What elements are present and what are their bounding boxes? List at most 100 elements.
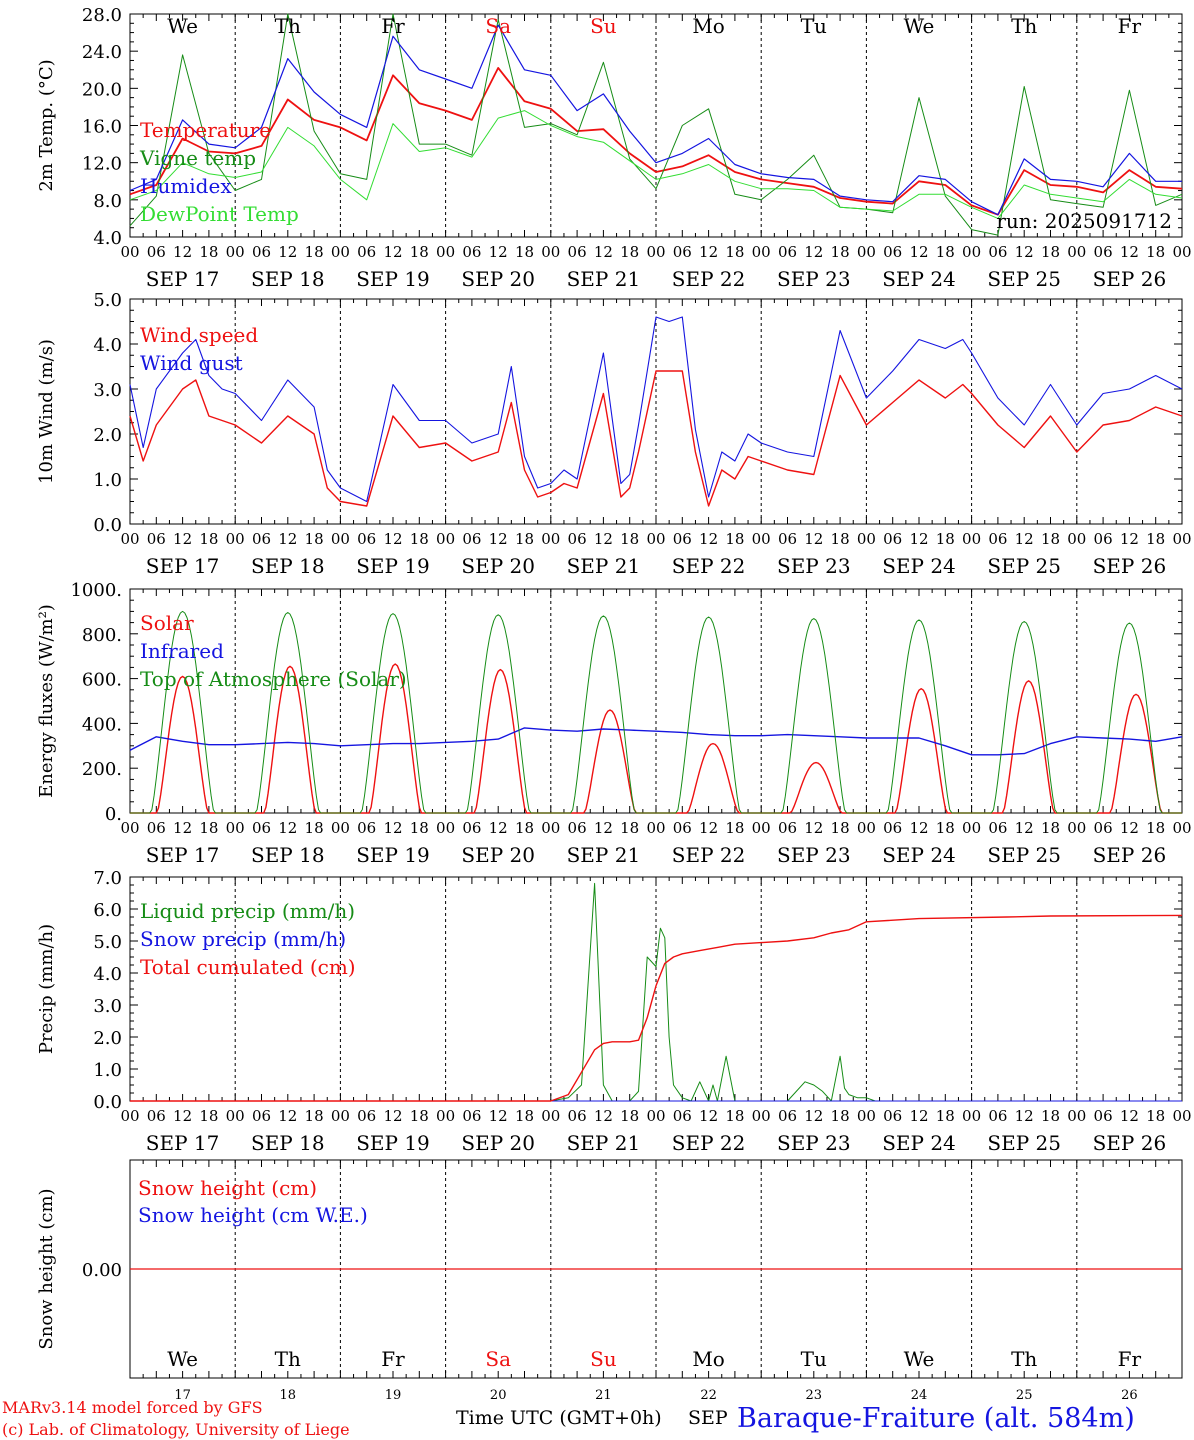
y-tick-label: 400. xyxy=(82,714,122,735)
x-hour-label: 12 xyxy=(909,819,928,837)
y-tick-label: 20.0 xyxy=(82,79,122,100)
panel-4 xyxy=(129,876,1183,1102)
x-date-label: SEP 19 xyxy=(356,267,430,291)
y-tick-label: 1.0 xyxy=(93,1060,122,1081)
y-tick-label: 1000. xyxy=(70,580,122,601)
x-hour-label: 12 xyxy=(1120,243,1139,261)
x-date-label: SEP 24 xyxy=(882,267,956,291)
x-date-label: SEP 26 xyxy=(1093,267,1167,291)
x-hour-label: 00 xyxy=(331,243,350,261)
x-date-label: SEP 18 xyxy=(251,554,325,578)
x-date-label: SEP 17 xyxy=(146,554,220,578)
x-hour-label: 00 xyxy=(857,243,876,261)
x-hour-label: 18 xyxy=(620,819,639,837)
x-hour-label: 12 xyxy=(699,819,718,837)
x-hour-label: 12 xyxy=(173,819,192,837)
y-tick-label: 1.0 xyxy=(93,470,122,491)
series-line-humidex xyxy=(129,24,1182,216)
x-hour-label: 06 xyxy=(357,819,376,837)
x-hour-label: 18 xyxy=(305,1107,324,1125)
legend-entry: Snow precip (mm/h) xyxy=(140,927,346,951)
x-hour-label: 06 xyxy=(673,243,692,261)
day-name-label: Fr xyxy=(1118,14,1142,38)
x-date-label: SEP 26 xyxy=(1093,843,1167,867)
x-hour-label: 00 xyxy=(962,1107,981,1125)
x-date-label: SEP 25 xyxy=(987,267,1061,291)
x-hour-label: 06 xyxy=(778,243,797,261)
series-line-dewpoint-temp xyxy=(129,110,1183,219)
x-hour-label: 00 xyxy=(752,530,771,548)
day-name-label: Fr xyxy=(381,14,405,38)
x-hour-label: 12 xyxy=(489,243,508,261)
x-hour-label: 06 xyxy=(147,1107,166,1125)
day-name-label: Fr xyxy=(1118,1347,1142,1371)
x-hour-label: 00 xyxy=(857,819,876,837)
x-date-label: SEP 22 xyxy=(672,1131,746,1155)
x-hour-label: 12 xyxy=(1015,530,1034,548)
y-axis-label: Precip (mm/h) xyxy=(36,924,57,1054)
day-name-label: Th xyxy=(275,1347,301,1371)
x-hour-label: 18 xyxy=(410,243,429,261)
x-hour-label: 06 xyxy=(147,530,166,548)
x-date-label: SEP 24 xyxy=(882,843,956,867)
day-number-label: 21 xyxy=(595,1388,612,1403)
x-hour-label: 00 xyxy=(857,530,876,548)
x-date-label: SEP 19 xyxy=(356,1131,430,1155)
x-hour-label: 06 xyxy=(883,819,902,837)
x-hour-label: 00 xyxy=(646,819,665,837)
x-hour-label: 18 xyxy=(410,1107,429,1125)
x-hour-label: 06 xyxy=(462,530,481,548)
x-hour-label: 06 xyxy=(252,819,271,837)
legend-entry: Liquid precip (mm/h) xyxy=(140,899,355,923)
x-hour-label: 18 xyxy=(515,819,534,837)
y-tick-label: 0.0 xyxy=(93,1092,122,1113)
y-tick-label: 2.0 xyxy=(93,1028,122,1049)
legend-entry: DewPoint Temp xyxy=(140,202,299,226)
x-hour-label: 06 xyxy=(357,530,376,548)
x-hour-label: 18 xyxy=(936,819,955,837)
x-hour-label: 06 xyxy=(883,1107,902,1125)
x-hour-label: 18 xyxy=(620,530,639,548)
x-hour-label: 12 xyxy=(278,819,297,837)
x-hour-label: 12 xyxy=(909,530,928,548)
x-hour-label: 00 xyxy=(1067,819,1086,837)
day-name-label: Fr xyxy=(381,1347,405,1371)
x-hour-label: 00 xyxy=(436,819,455,837)
x-hour-label: 00 xyxy=(120,819,139,837)
x-hour-label: 06 xyxy=(252,530,271,548)
x-date-label: SEP 26 xyxy=(1093,554,1167,578)
x-hour-label: 06 xyxy=(357,1107,376,1125)
x-hour-label: 00 xyxy=(1172,530,1191,548)
day-number-label: 18 xyxy=(280,1388,297,1403)
x-hour-label: 06 xyxy=(673,1107,692,1125)
x-hour-label: 06 xyxy=(988,1107,1007,1125)
x-hour-label: 06 xyxy=(568,819,587,837)
x-hour-label: 00 xyxy=(1067,530,1086,548)
y-tick-label: 3.0 xyxy=(93,996,122,1017)
x-hour-label: 06 xyxy=(462,243,481,261)
x-date-label: SEP 20 xyxy=(461,1131,535,1155)
legend-entry: Wind speed xyxy=(140,323,258,347)
x-date-label: SEP 17 xyxy=(146,1131,220,1155)
x-hour-label: 12 xyxy=(804,530,823,548)
day-number-label: 26 xyxy=(1121,1388,1138,1403)
y-axis-label: Energy fluxes (W/m²) xyxy=(36,604,57,798)
x-hour-label: 12 xyxy=(1015,1107,1034,1125)
x-date-label: SEP 20 xyxy=(461,554,535,578)
x-date-label: SEP 23 xyxy=(777,843,851,867)
x-hour-label: 00 xyxy=(962,530,981,548)
x-hour-label: 00 xyxy=(646,243,665,261)
x-hour-label: 06 xyxy=(883,530,902,548)
day-name-label: Th xyxy=(1011,1347,1037,1371)
plot-frame xyxy=(129,298,1183,525)
x-hour-label: 00 xyxy=(120,530,139,548)
x-hour-label: 00 xyxy=(962,243,981,261)
credit-line-1: MARv3.14 model forced by GFS xyxy=(2,1398,263,1417)
x-hour-label: 00 xyxy=(1172,243,1191,261)
y-tick-label: 2.0 xyxy=(93,425,122,446)
x-date-label: SEP 20 xyxy=(461,267,535,291)
x-hour-label: 06 xyxy=(1094,243,1113,261)
x-hour-label: 12 xyxy=(1120,530,1139,548)
x-axis-label: Time UTC (GMT+0h) xyxy=(456,1407,662,1429)
x-hour-label: 12 xyxy=(383,1107,402,1125)
